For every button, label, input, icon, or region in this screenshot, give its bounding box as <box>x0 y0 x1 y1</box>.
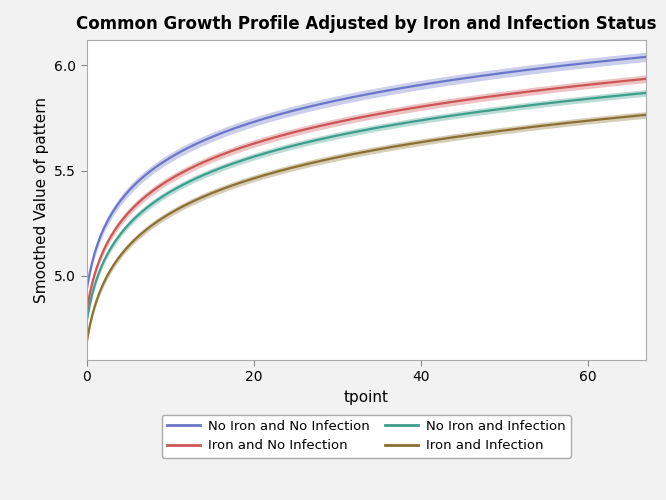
Title: Common Growth Profile Adjusted by Iron and Infection Status: Common Growth Profile Adjusted by Iron a… <box>76 15 657 33</box>
Y-axis label: Smoothed Value of pattern: Smoothed Value of pattern <box>33 97 49 303</box>
Legend: No Iron and No Infection, Iron and No Infection, No Iron and Infection, Iron and: No Iron and No Infection, Iron and No In… <box>162 414 571 458</box>
X-axis label: tpoint: tpoint <box>344 390 389 405</box>
